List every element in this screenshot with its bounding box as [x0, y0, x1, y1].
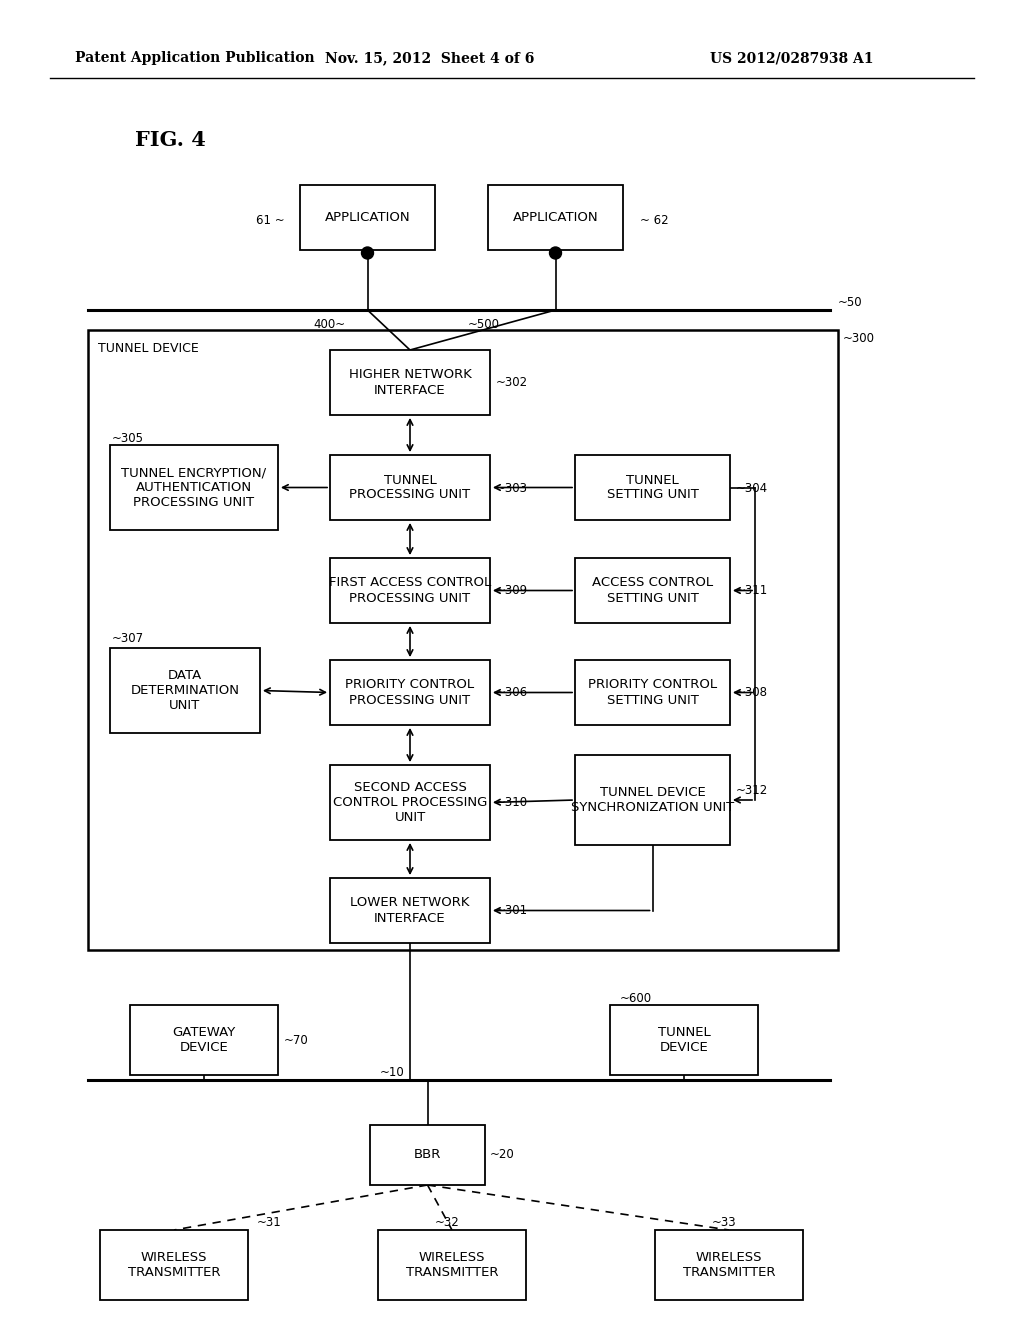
Text: ~307: ~307 — [112, 631, 144, 644]
Text: FIG. 4: FIG. 4 — [135, 129, 206, 150]
Bar — [330, 766, 490, 840]
Text: TUNNEL
SETTING UNIT: TUNNEL SETTING UNIT — [606, 474, 698, 502]
Text: WIRELESS
TRANSMITTER: WIRELESS TRANSMITTER — [406, 1251, 499, 1279]
Bar — [300, 185, 435, 249]
Text: APPLICATION: APPLICATION — [513, 211, 598, 224]
Text: APPLICATION: APPLICATION — [325, 211, 411, 224]
Bar — [110, 648, 260, 733]
Text: Patent Application Publication: Patent Application Publication — [75, 51, 314, 65]
Text: ~32: ~32 — [435, 1216, 460, 1229]
Bar — [610, 1005, 758, 1074]
Text: 61 ~: 61 ~ — [256, 214, 285, 227]
Text: ~500: ~500 — [468, 318, 500, 331]
Text: ~312: ~312 — [736, 784, 768, 796]
Text: ~33: ~33 — [712, 1216, 736, 1229]
Text: TUNNEL
DEVICE: TUNNEL DEVICE — [657, 1026, 711, 1053]
Bar — [378, 1230, 526, 1300]
Bar — [575, 455, 730, 520]
Bar — [330, 878, 490, 942]
Text: 400~: 400~ — [313, 318, 345, 331]
Text: GATEWAY
DEVICE: GATEWAY DEVICE — [172, 1026, 236, 1053]
Bar — [130, 1005, 278, 1074]
Text: ACCESS CONTROL
SETTING UNIT: ACCESS CONTROL SETTING UNIT — [592, 577, 713, 605]
Text: ~ 62: ~ 62 — [640, 214, 669, 227]
Text: ~305: ~305 — [112, 432, 144, 445]
Text: PRIORITY CONTROL
PROCESSING UNIT: PRIORITY CONTROL PROCESSING UNIT — [345, 678, 474, 706]
Bar — [110, 445, 278, 531]
Text: BBR: BBR — [414, 1148, 441, 1162]
Text: FIRST ACCESS CONTROL
PROCESSING UNIT: FIRST ACCESS CONTROL PROCESSING UNIT — [329, 577, 492, 605]
Text: ~311: ~311 — [736, 585, 768, 598]
Text: ~302: ~302 — [496, 376, 528, 389]
Text: SECOND ACCESS
CONTROL PROCESSING
UNIT: SECOND ACCESS CONTROL PROCESSING UNIT — [333, 781, 487, 824]
Bar — [488, 185, 623, 249]
Text: ~301: ~301 — [496, 904, 528, 917]
Text: ~310: ~310 — [496, 796, 528, 809]
Bar — [655, 1230, 803, 1300]
Bar — [575, 755, 730, 845]
Text: ~10: ~10 — [380, 1067, 404, 1080]
Text: ~304: ~304 — [736, 482, 768, 495]
Text: ~303: ~303 — [496, 482, 528, 495]
Circle shape — [361, 247, 374, 259]
Bar — [330, 558, 490, 623]
Text: ~306: ~306 — [496, 686, 528, 700]
Text: TUNNEL DEVICE: TUNNEL DEVICE — [98, 342, 199, 355]
Text: Nov. 15, 2012  Sheet 4 of 6: Nov. 15, 2012 Sheet 4 of 6 — [326, 51, 535, 65]
Text: ~70: ~70 — [284, 1034, 309, 1047]
Text: DATA
DETERMINATION
UNIT: DATA DETERMINATION UNIT — [130, 669, 240, 711]
Bar — [330, 455, 490, 520]
Text: US 2012/0287938 A1: US 2012/0287938 A1 — [710, 51, 873, 65]
Bar — [330, 660, 490, 725]
Text: PRIORITY CONTROL
SETTING UNIT: PRIORITY CONTROL SETTING UNIT — [588, 678, 717, 706]
Bar — [370, 1125, 485, 1185]
Bar — [575, 660, 730, 725]
Text: LOWER NETWORK
INTERFACE: LOWER NETWORK INTERFACE — [350, 896, 470, 924]
Text: ~300: ~300 — [843, 331, 874, 345]
Circle shape — [550, 247, 561, 259]
Text: TUNNEL ENCRYPTION/
AUTHENTICATION
PROCESSING UNIT: TUNNEL ENCRYPTION/ AUTHENTICATION PROCES… — [122, 466, 266, 510]
Text: WIRELESS
TRANSMITTER: WIRELESS TRANSMITTER — [683, 1251, 775, 1279]
Text: HIGHER NETWORK
INTERFACE: HIGHER NETWORK INTERFACE — [348, 368, 471, 396]
Text: ~31: ~31 — [257, 1216, 282, 1229]
Bar — [100, 1230, 248, 1300]
Bar — [575, 558, 730, 623]
Text: TUNNEL DEVICE
SYNCHRONIZATION UNIT: TUNNEL DEVICE SYNCHRONIZATION UNIT — [570, 785, 734, 814]
Text: ~309: ~309 — [496, 585, 528, 598]
Bar — [88, 330, 838, 950]
Text: ~50: ~50 — [838, 297, 862, 309]
Text: ~20: ~20 — [490, 1148, 515, 1162]
Text: TUNNEL
PROCESSING UNIT: TUNNEL PROCESSING UNIT — [349, 474, 471, 502]
Text: WIRELESS
TRANSMITTER: WIRELESS TRANSMITTER — [128, 1251, 220, 1279]
Text: ~600: ~600 — [620, 991, 652, 1005]
Text: ~308: ~308 — [736, 686, 768, 700]
Bar — [330, 350, 490, 414]
